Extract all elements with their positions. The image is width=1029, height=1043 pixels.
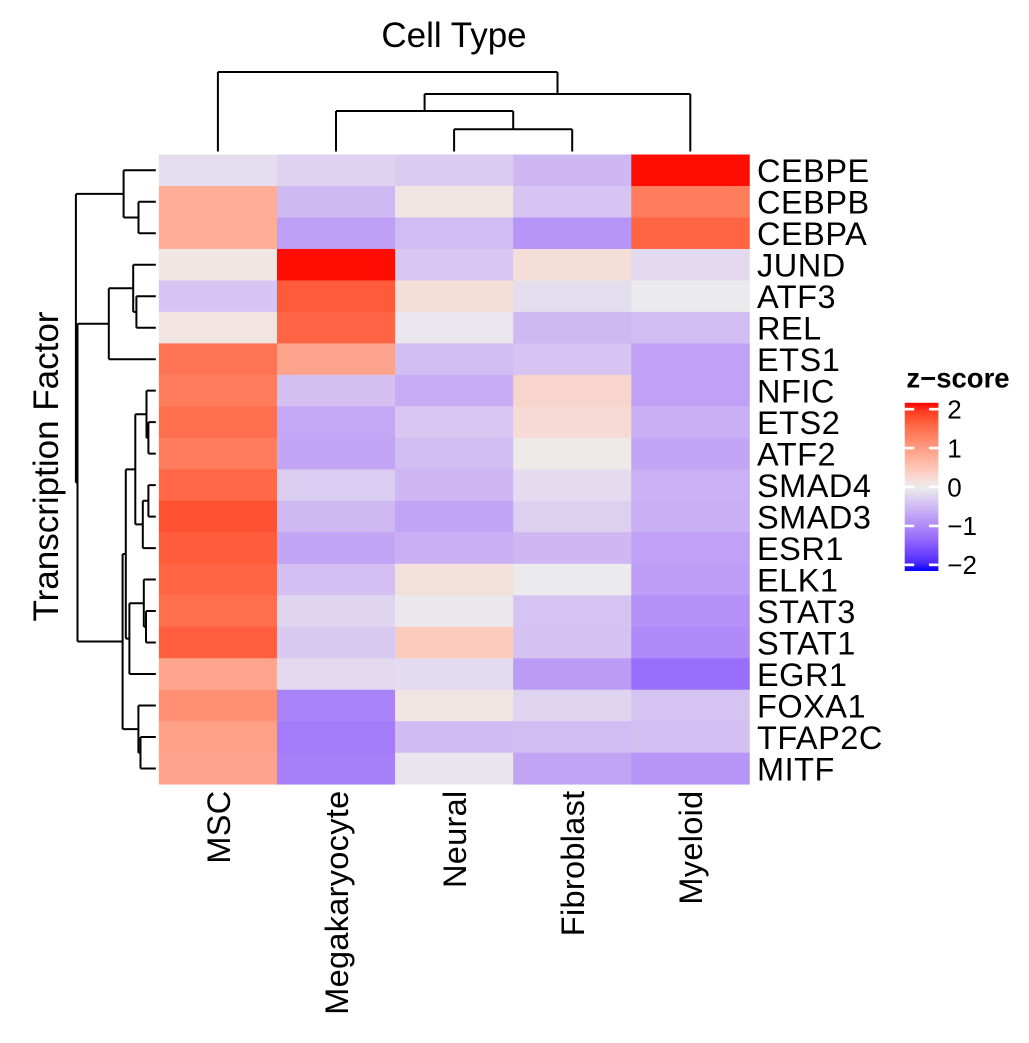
svg-text:−2: −2 [947,550,977,580]
svg-text:ATF3: ATF3 [757,279,836,315]
svg-text:EGR1: EGR1 [757,657,848,693]
svg-text:ATF2: ATF2 [757,437,836,473]
svg-text:Myeloid: Myeloid [673,791,709,905]
svg-text:STAT3: STAT3 [757,594,856,630]
svg-text:ETS1: ETS1 [757,342,840,378]
svg-text:REL: REL [757,311,822,347]
svg-text:Cell Type: Cell Type [381,16,526,55]
svg-text:1: 1 [947,433,961,463]
svg-text:Neural: Neural [437,791,473,889]
svg-text:SMAD4: SMAD4 [757,468,871,504]
svg-text:Megakaryocyte: Megakaryocyte [319,791,355,1015]
svg-text:Transcription Factor: Transcription Factor [27,311,66,621]
svg-text:STAT1: STAT1 [757,625,856,661]
svg-text:ESR1: ESR1 [757,531,844,567]
svg-text:z−score: z−score [906,363,1009,394]
svg-text:NFIC: NFIC [757,374,835,410]
svg-text:CEBPE: CEBPE [757,153,870,189]
svg-text:ELK1: ELK1 [757,562,839,598]
svg-text:SMAD3: SMAD3 [757,500,871,536]
svg-text:FOXA1: FOXA1 [757,688,866,724]
svg-text:JUND: JUND [757,248,846,284]
svg-text:Fibroblast: Fibroblast [555,791,591,937]
svg-text:CEBPB: CEBPB [757,185,870,221]
svg-text:MITF: MITF [757,751,835,787]
svg-text:TFAP2C: TFAP2C [757,720,883,756]
svg-text:MSC: MSC [201,791,237,864]
svg-text:2: 2 [947,395,961,425]
svg-text:CEBPA: CEBPA [757,216,867,252]
svg-text:0: 0 [947,472,961,502]
svg-text:ETS2: ETS2 [757,405,840,441]
svg-text:−1: −1 [947,511,977,541]
